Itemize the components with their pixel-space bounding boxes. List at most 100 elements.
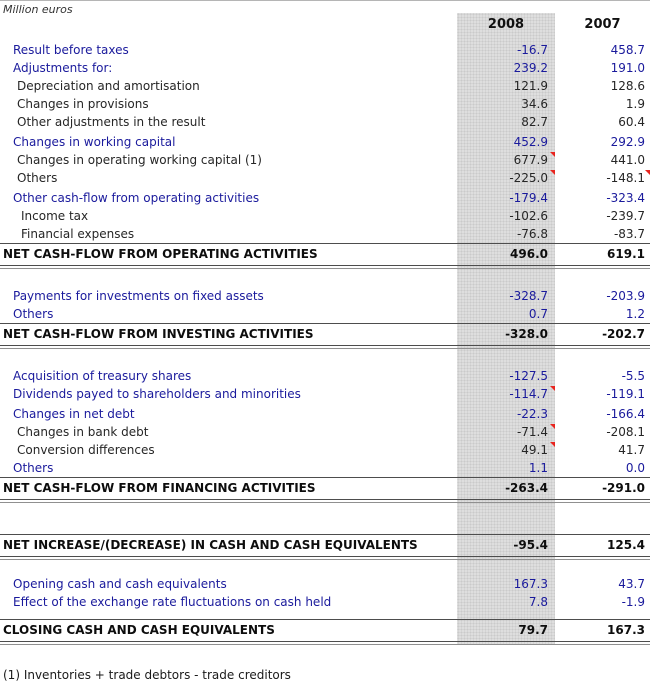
- row-gap: [0, 269, 650, 287]
- row-label: Financial expenses: [21, 227, 135, 241]
- value-2008: -95.4: [513, 538, 548, 552]
- column-header-2007: 2007: [584, 17, 621, 32]
- row-label: Changes in operating working capital (1): [17, 153, 262, 167]
- row-label: Adjustments for:: [13, 61, 113, 75]
- value-2008: 167.3: [513, 577, 548, 591]
- value-2008: -102.6: [509, 209, 548, 223]
- table-row: Payments for investments on fixed assets…: [0, 287, 650, 305]
- value-2008: -225.0: [457, 169, 555, 187]
- total-row: NET CASH-FLOW FROM FINANCING ACTIVITIES -…: [0, 477, 650, 499]
- value-2007: -119.1: [606, 387, 645, 401]
- value-2008: 82.7: [521, 115, 548, 129]
- table-row: Financial expenses -76.8 -83.7: [0, 225, 650, 243]
- row-label: Dividends payed to shareholders and mino…: [13, 387, 301, 401]
- value-2008: 1.1: [528, 461, 548, 475]
- value-2007: -83.7: [613, 227, 645, 241]
- row-label: CLOSING CASH AND CASH EQUIVALENTS: [3, 623, 275, 637]
- value-2008: 0.7: [528, 307, 548, 321]
- double-rule: [0, 641, 650, 645]
- double-rule: [0, 345, 650, 349]
- value-2008: 496.0: [510, 247, 548, 261]
- table-row: Opening cash and cash equivalents 167.3 43…: [0, 575, 650, 593]
- value-2008: -263.4: [505, 481, 548, 495]
- report-unit-label: Million euros: [3, 3, 73, 16]
- value-2007: 167.3: [607, 623, 645, 637]
- table-row: Depreciation and amortisation 121.9 128.6: [0, 77, 650, 95]
- column-header-2008: 2008: [487, 17, 525, 32]
- row-label: Others: [17, 171, 58, 185]
- value-2007: 1.2: [625, 307, 645, 321]
- value-2008: -76.8: [516, 227, 548, 241]
- table-row: Adjustments for: 239.2 191.0: [0, 59, 650, 77]
- table-row: Others -225.0 -148.1: [0, 169, 650, 187]
- value-2007: 441.0: [610, 153, 645, 167]
- statement-content: Million euros 2008 2007 Result before ta…: [0, 3, 650, 682]
- value-2007: -1.9: [621, 595, 645, 609]
- value-2007: -202.7: [602, 327, 645, 341]
- header-gap: [0, 33, 650, 41]
- table-row: Effect of the exchange rate fluctuations…: [0, 593, 650, 611]
- value-2008: -179.4: [509, 191, 548, 205]
- table-body: Result before taxes -16.7 458.7 Adjustments…: [0, 41, 650, 645]
- value-2007: -208.1: [606, 425, 645, 439]
- footnote: (1) Inventories + trade debtors - trade …: [3, 668, 291, 682]
- row-gap: [0, 349, 650, 367]
- value-2007: -148.1: [555, 169, 650, 187]
- value-2008: 677.9: [457, 151, 555, 169]
- table-row: Changes in net debt -22.3 -166.4: [0, 405, 650, 423]
- value-2007: 0.0: [625, 461, 645, 475]
- value-2007: 41.7: [618, 443, 645, 457]
- row-label: Effect of the exchange rate fluctuations…: [13, 595, 332, 609]
- table-row: Other cash-flow from operating activitie…: [0, 189, 650, 207]
- value-2008: -71.4: [457, 423, 555, 441]
- row-label: Depreciation and amortisation: [17, 79, 200, 93]
- row-label: Result before taxes: [13, 43, 129, 57]
- comment-marker-icon: [550, 170, 555, 175]
- comment-marker-icon: [550, 442, 555, 447]
- value-2007: 125.4: [607, 538, 645, 552]
- row-label: NET CASH-FLOW FROM FINANCING ACTIVITIES: [3, 481, 316, 495]
- value-2007: 292.9: [610, 135, 645, 149]
- value-2007: 191.0: [610, 61, 645, 75]
- value-2007: -166.4: [606, 407, 645, 421]
- total-row: NET CASH-FLOW FROM OPERATING ACTIVITIES 4…: [0, 243, 650, 265]
- value-2007: -5.5: [621, 369, 645, 383]
- row-label: Other adjustments in the result: [17, 115, 206, 129]
- row-gap: [0, 560, 650, 575]
- value-2007: 1.9: [625, 97, 645, 111]
- row-label: Changes in net debt: [13, 407, 135, 421]
- total-row: CLOSING CASH AND CASH EQUIVALENTS 79.7 167…: [0, 619, 650, 641]
- table-row: Changes in working capital 452.9 292.9: [0, 133, 650, 151]
- value-2007: -239.7: [606, 209, 645, 223]
- value-2008: 452.9: [513, 135, 548, 149]
- row-label: NET CASH-FLOW FROM OPERATING ACTIVITIES: [3, 247, 318, 261]
- row-gap: [0, 503, 650, 534]
- row-label: Changes in provisions: [17, 97, 149, 111]
- double-rule: [0, 499, 650, 503]
- value-2007: 60.4: [618, 115, 645, 129]
- row-label: Payments for investments on fixed assets: [13, 289, 264, 303]
- value-2008: 49.1: [457, 441, 555, 459]
- row-label: NET CASH-FLOW FROM INVESTING ACTIVITIES: [3, 327, 314, 341]
- table-row: Conversion differences 49.1 41.7: [0, 441, 650, 459]
- value-2008: -16.7: [516, 43, 548, 57]
- column-header-row: 2008 2007: [0, 16, 650, 33]
- double-rule: [0, 265, 650, 269]
- double-rule: [0, 556, 650, 560]
- total-row: NET INCREASE/(DECREASE) IN CASH AND CASH…: [0, 534, 650, 556]
- table-row: Acquisition of treasury shares -127.5 -5.5: [0, 367, 650, 385]
- row-label: Opening cash and cash equivalents: [13, 577, 227, 591]
- comment-marker-icon: [645, 170, 650, 175]
- year-2008-column-highlight: [457, 13, 555, 645]
- total-row: NET CASH-FLOW FROM INVESTING ACTIVITIES -…: [0, 323, 650, 345]
- row-label: Others: [13, 307, 54, 321]
- table-row: Changes in bank debt -71.4 -208.1: [0, 423, 650, 441]
- comment-marker-icon: [550, 152, 555, 157]
- value-2008: 121.9: [513, 79, 548, 93]
- value-2007: 43.7: [618, 577, 645, 591]
- value-2008: -328.0: [505, 327, 548, 341]
- table-row: Result before taxes -16.7 458.7: [0, 41, 650, 59]
- row-label: Other cash-flow from operating activitie…: [13, 191, 260, 205]
- table-row: Other adjustments in the result 82.7 60.4: [0, 113, 650, 131]
